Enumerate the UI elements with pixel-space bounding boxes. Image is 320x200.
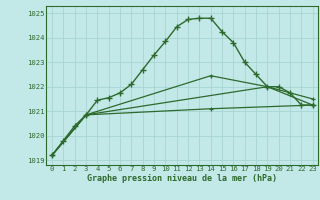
X-axis label: Graphe pression niveau de la mer (hPa): Graphe pression niveau de la mer (hPa) bbox=[87, 174, 277, 183]
